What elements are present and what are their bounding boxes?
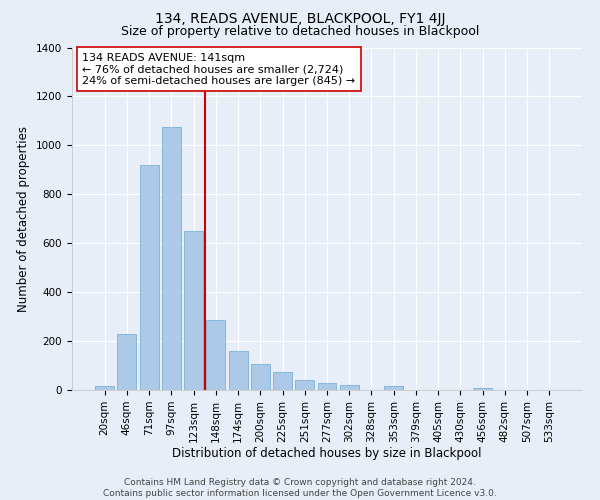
Bar: [317, 383, 337, 390]
Bar: [206, 320, 225, 390]
Text: 134 READS AVENUE: 141sqm
← 76% of detached houses are smaller (2,724)
24% of sem: 134 READS AVENUE: 141sqm ← 76% of detach…: [82, 52, 355, 86]
Bar: [384, 386, 403, 390]
Text: Contains HM Land Registry data © Crown copyright and database right 2024.
Contai: Contains HM Land Registry data © Crown c…: [103, 478, 497, 498]
Bar: [118, 334, 136, 390]
Bar: [184, 231, 203, 390]
X-axis label: Distribution of detached houses by size in Blackpool: Distribution of detached houses by size …: [172, 448, 482, 460]
Y-axis label: Number of detached properties: Number of detached properties: [17, 126, 31, 312]
Bar: [295, 380, 314, 390]
Bar: [140, 165, 158, 390]
Bar: [162, 127, 181, 390]
Bar: [229, 352, 248, 390]
Bar: [95, 386, 114, 390]
Bar: [273, 372, 292, 390]
Bar: [251, 364, 270, 390]
Bar: [340, 384, 359, 390]
Text: Size of property relative to detached houses in Blackpool: Size of property relative to detached ho…: [121, 25, 479, 38]
Bar: [473, 388, 492, 390]
Text: 134, READS AVENUE, BLACKPOOL, FY1 4JJ: 134, READS AVENUE, BLACKPOOL, FY1 4JJ: [155, 12, 445, 26]
